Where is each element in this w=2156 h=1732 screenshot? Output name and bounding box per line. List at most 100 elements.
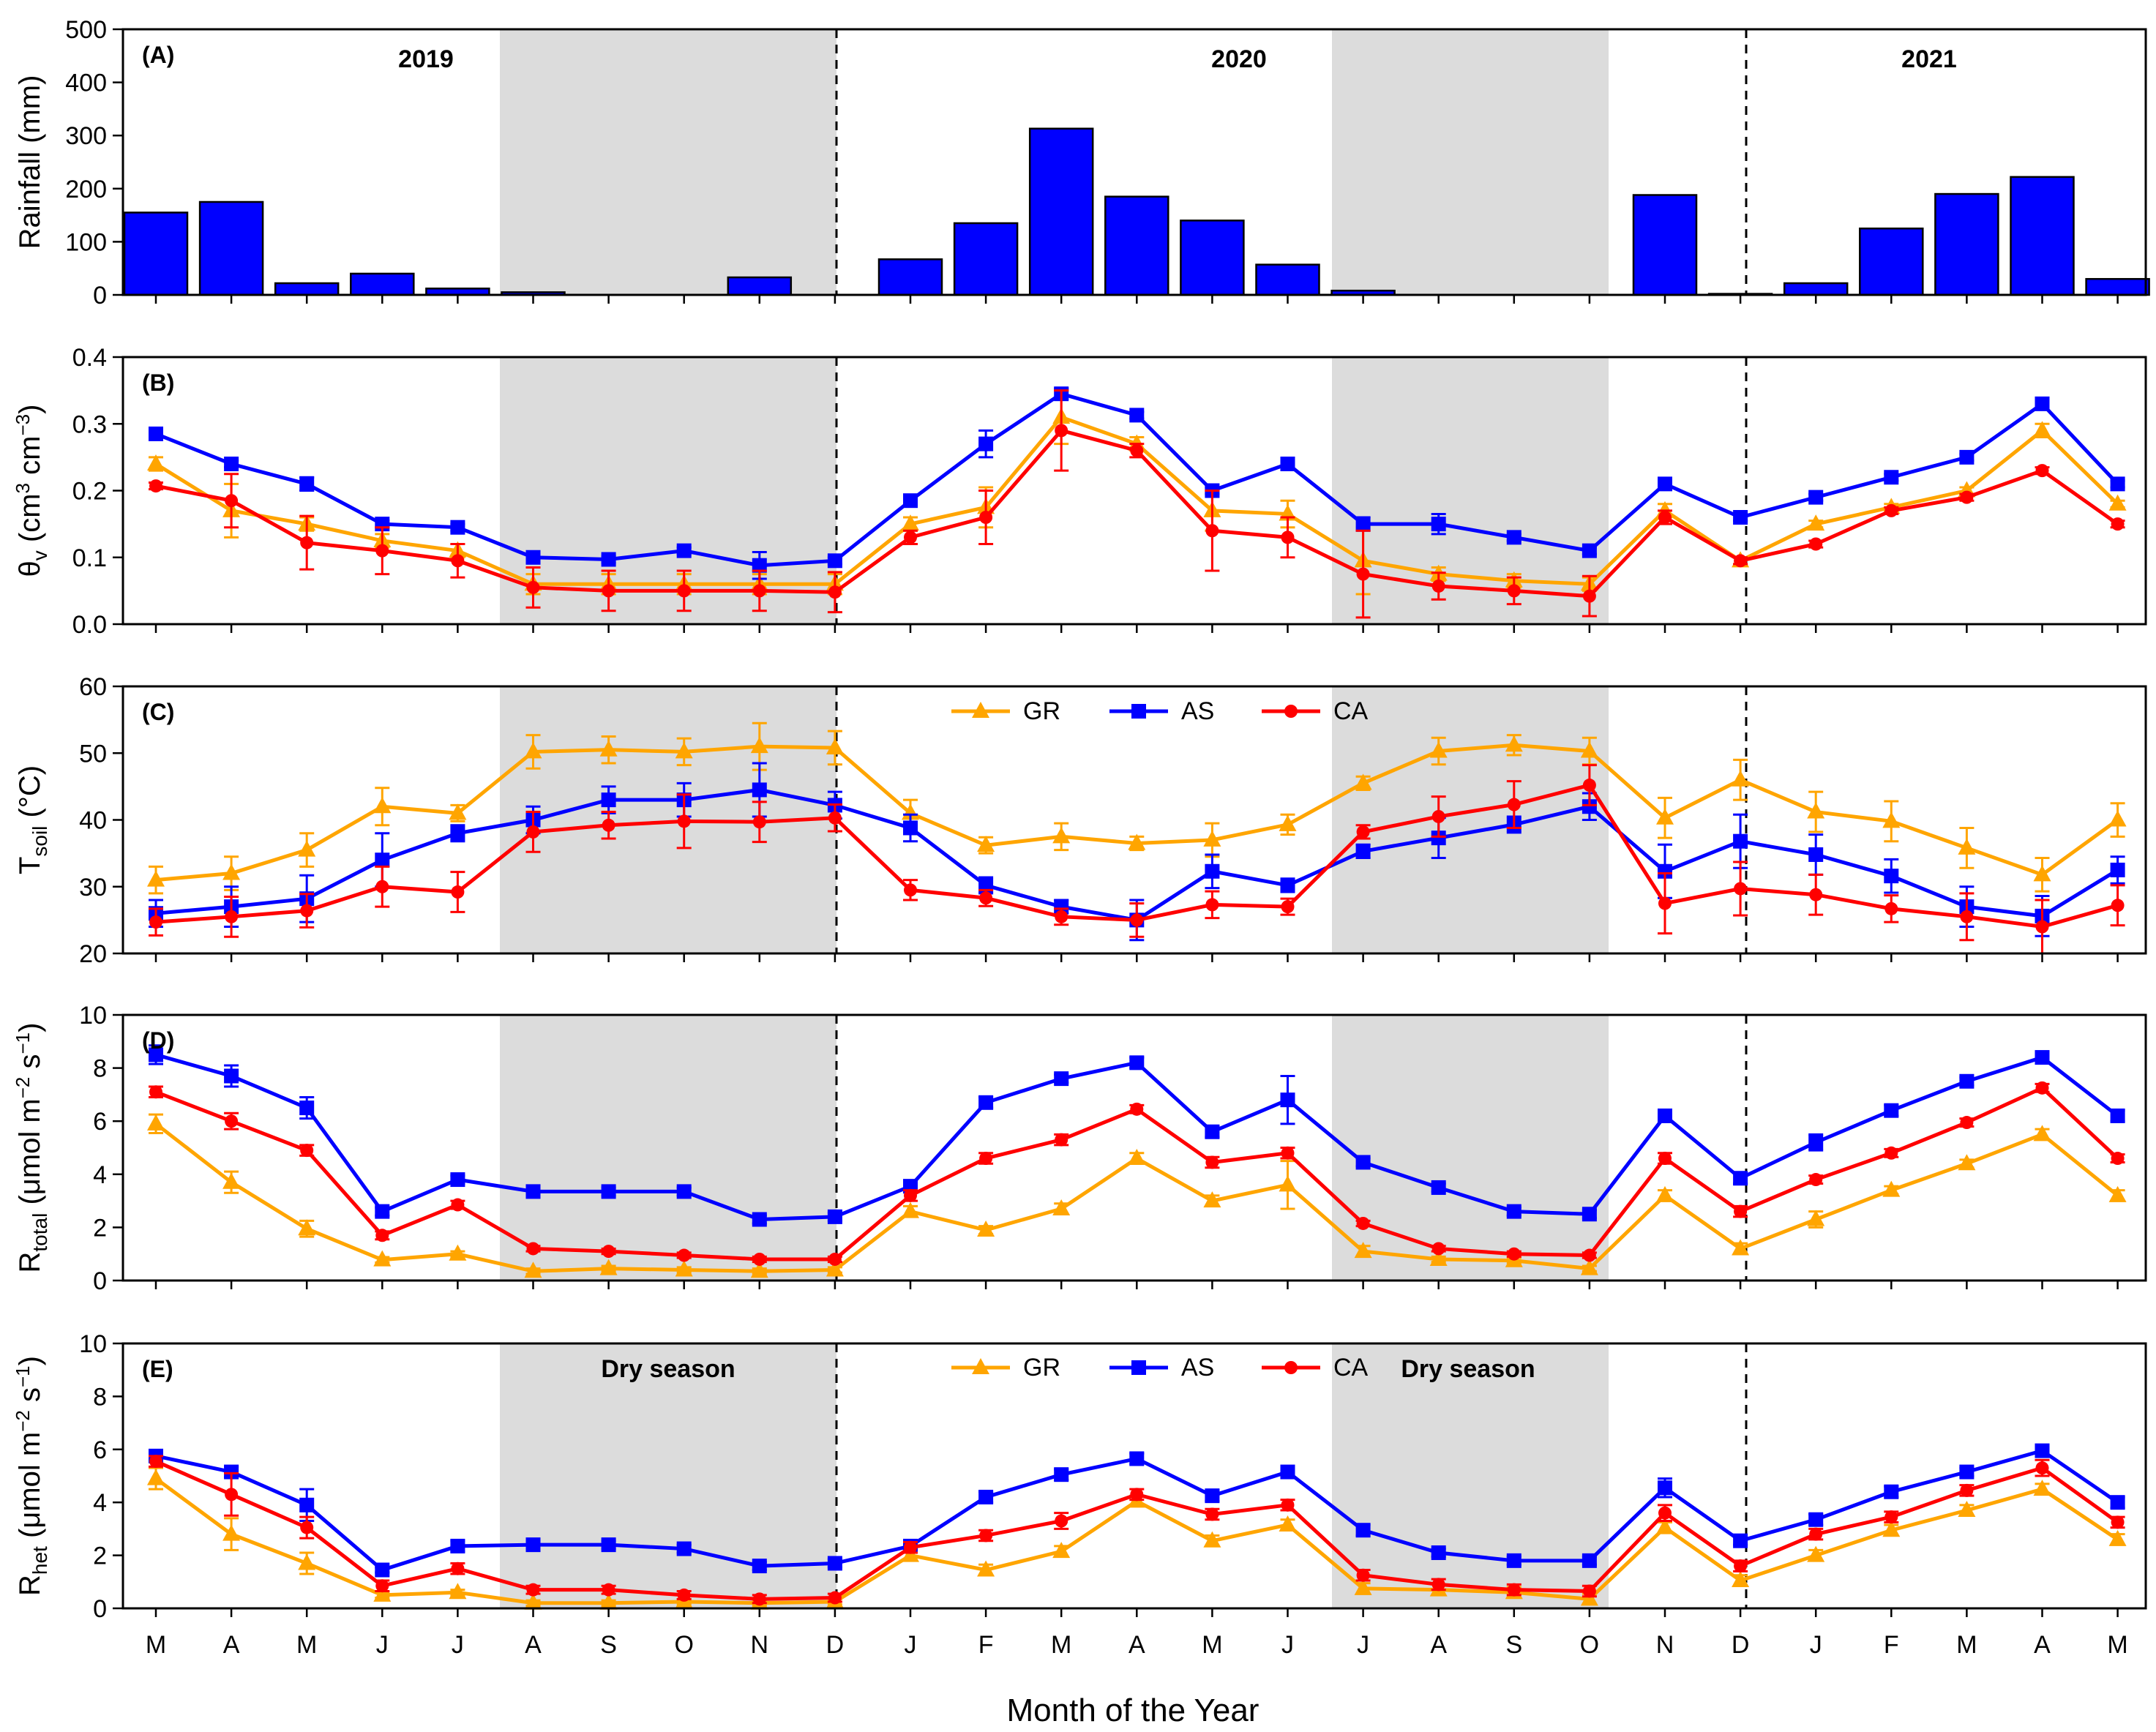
ylabel-units: cm: [14, 436, 46, 483]
y-tick-label: 100: [65, 228, 107, 256]
data-point-gr: [599, 1259, 618, 1275]
legend: GR AS CA: [951, 697, 1369, 725]
data-point-ca: [149, 1455, 162, 1469]
data-point-as: [525, 1537, 541, 1553]
data-point-ca: [1205, 898, 1219, 912]
ylabel-units: ): [14, 1356, 46, 1365]
data-point-gr: [373, 797, 392, 814]
data-point-ca: [1734, 882, 1748, 896]
data-point-as: [450, 1172, 465, 1188]
data-point-as: [149, 1047, 163, 1062]
data-point-ca: [1205, 524, 1219, 538]
data-point-ca: [602, 1583, 615, 1597]
month-label: A: [1430, 1631, 1447, 1659]
data-point-ca: [1960, 1116, 1974, 1130]
rainfall-bar: [1783, 282, 1849, 296]
data-point-ca: [828, 585, 842, 599]
data-point-ca: [225, 910, 239, 923]
data-point-gr: [222, 1524, 241, 1541]
panel-frame: [121, 1013, 2147, 1282]
data-point-ca: [1734, 554, 1748, 568]
month-label: J: [376, 1631, 389, 1659]
data-point-ca: [2035, 920, 2049, 934]
data-point-as: [1658, 1480, 1672, 1496]
data-point-as: [752, 1559, 767, 1574]
rainfall-bar: [727, 276, 793, 296]
data-point-ca: [225, 1114, 239, 1128]
data-point-gr: [298, 1219, 316, 1236]
data-point-as: [2110, 1495, 2125, 1510]
data-point-as: [1355, 1523, 1371, 1538]
rainfall-bar: [1180, 220, 1245, 296]
data-point-ca: [1884, 901, 1898, 915]
data-point-as: [601, 1184, 616, 1199]
panel-label: (C): [142, 699, 174, 725]
data-point-gr: [1656, 1518, 1674, 1534]
data-point-ca: [451, 1562, 465, 1575]
legend-marker-as: [1131, 1360, 1146, 1375]
dry-season-band: [1332, 1343, 1609, 1608]
data-point-as: [299, 1497, 315, 1512]
data-point-ca: [752, 584, 766, 598]
data-point-ca: [1658, 511, 1672, 524]
dry-season-band: [1332, 1015, 1609, 1281]
data-point-gr: [1882, 1180, 1901, 1197]
data-point-as: [299, 1101, 315, 1116]
data-point-gr: [1203, 1531, 1221, 1548]
data-point-gr: [1580, 741, 1598, 758]
data-point-ca: [979, 891, 993, 905]
data-point-as: [676, 543, 692, 558]
series-gr: [147, 1113, 2127, 1278]
data-point-gr: [2108, 810, 2127, 827]
data-point-gr: [902, 514, 919, 531]
data-point-ca: [1809, 888, 1823, 901]
data-point-ca: [375, 1579, 389, 1593]
dry-season-band: [1332, 29, 1609, 295]
dry-season-band: [1332, 686, 1609, 953]
data-point-as: [1280, 1464, 1295, 1480]
month-label: O: [674, 1631, 693, 1659]
data-point-ca: [300, 536, 314, 550]
y-tick-label: 8: [93, 1055, 107, 1083]
data-point-as: [149, 426, 163, 441]
rainfall-bar: [1859, 228, 1924, 296]
data-point-ca: [1205, 1155, 1219, 1169]
month-label: A: [525, 1631, 542, 1659]
data-point-as: [1506, 1204, 1521, 1219]
data-point-ca: [1356, 1216, 1370, 1230]
data-point-gr: [1656, 808, 1674, 825]
data-point-as: [1582, 1553, 1597, 1568]
y-axis-label: Rainfall (mm): [14, 75, 46, 250]
series-ca: [149, 1455, 2125, 1606]
data-point-ca: [1356, 1568, 1370, 1582]
dry-season-band: [500, 1015, 836, 1281]
y-tick-label: 0.4: [72, 344, 107, 372]
data-point-gr: [826, 738, 844, 754]
panel-label: (E): [142, 1356, 173, 1382]
data-point-ca: [1130, 1102, 1144, 1116]
month-label: M: [2107, 1631, 2127, 1659]
data-point-ca: [225, 1488, 239, 1502]
data-point-gr: [222, 863, 241, 880]
month-label: F: [1884, 1631, 1899, 1659]
data-point-as: [375, 852, 390, 868]
data-point-ca: [1130, 443, 1144, 457]
month-label: D: [1732, 1631, 1750, 1659]
data-point-ca: [904, 883, 917, 897]
data-point-ca: [602, 818, 615, 832]
data-point-as: [1355, 517, 1371, 532]
data-point-ca: [1658, 1152, 1672, 1166]
data-point-gr: [2033, 421, 2051, 438]
data-point-ca: [1884, 1146, 1898, 1160]
data-point-ca: [1356, 825, 1370, 839]
data-point-gr: [1052, 1199, 1071, 1215]
month-label: D: [826, 1631, 845, 1659]
data-point-ca: [752, 815, 766, 829]
data-point-gr: [675, 742, 693, 759]
data-point-as: [1733, 1171, 1748, 1186]
data-point-gr: [2033, 1125, 2051, 1141]
legend-label-as: AS: [1181, 1354, 1214, 1382]
series-gr: [147, 1466, 2127, 1610]
data-point-gr: [1052, 827, 1071, 844]
